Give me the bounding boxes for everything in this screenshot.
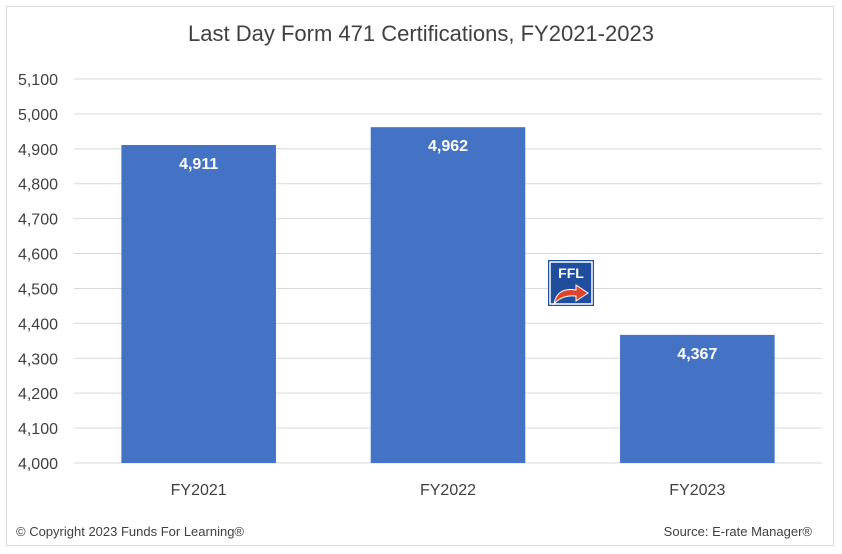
data-label: 4,367	[677, 346, 717, 363]
y-tick-label: 4,800	[18, 177, 58, 194]
logo-arrow	[553, 284, 589, 306]
copyright-text: © Copyright 2023 Funds For Learning®	[16, 524, 244, 539]
y-tick-label: 5,000	[18, 107, 58, 124]
data-label: 4,962	[428, 138, 468, 155]
bars	[121, 127, 775, 463]
logo-text: FFL	[558, 265, 584, 281]
bar-fy2023	[620, 334, 775, 463]
x-tick-label: FY2021	[171, 482, 227, 499]
y-tick-label: 4,000	[18, 456, 58, 473]
y-tick-label: 4,400	[18, 316, 58, 333]
source-text: Source: E-rate Manager®	[664, 524, 813, 539]
bar-fy2022	[370, 127, 526, 463]
y-tick-label: 4,700	[18, 212, 58, 229]
x-tick-label: FY2023	[669, 482, 725, 499]
ffl-logo-icon: FFL	[548, 260, 594, 306]
x-tick-label: FY2022	[420, 482, 476, 499]
chart-title: Last Day Form 471 Certifications, FY2021…	[188, 21, 654, 46]
y-tick-label: 4,500	[18, 281, 58, 298]
logo-border	[549, 261, 593, 305]
y-tick-label: 4,900	[18, 142, 58, 159]
y-axis-ticks: 4,000 4,100 4,200 4,300 4,400 4,500 4,600 4,700…	[18, 72, 58, 473]
y-tick-label: 4,300	[18, 351, 58, 368]
data-label: 4,911	[179, 156, 218, 173]
x-axis-ticks: FY2021 FY2022 FY2023	[171, 482, 726, 499]
data-labels: 4,911 4,962 4,367	[179, 138, 717, 363]
y-tick-label: 5,100	[18, 72, 58, 89]
y-tick-label: 4,100	[18, 421, 58, 438]
y-tick-label: 4,600	[18, 247, 58, 264]
y-tick-label: 4,200	[18, 386, 58, 403]
bar-fy2021	[121, 144, 276, 463]
